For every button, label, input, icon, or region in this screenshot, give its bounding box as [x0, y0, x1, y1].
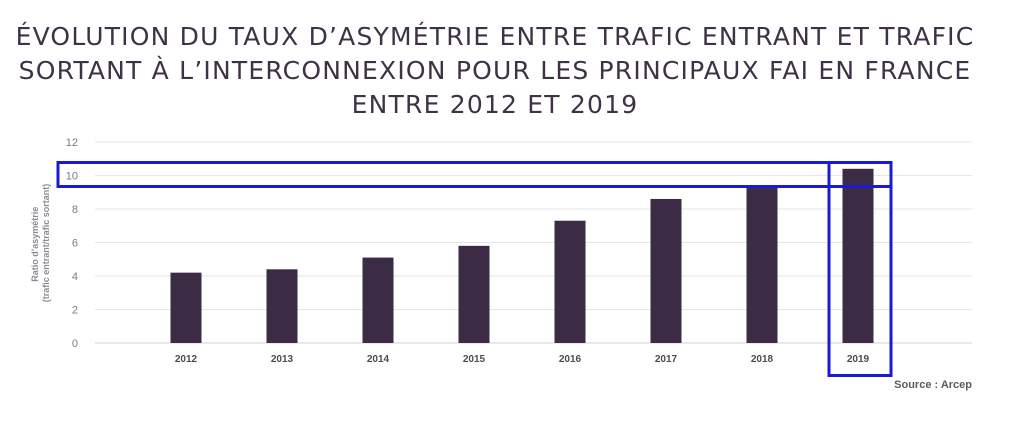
y-tick-label: 8 [72, 204, 78, 216]
y-tick-label: 12 [66, 137, 78, 149]
bar-2016 [554, 220, 586, 343]
bar-2012 [170, 272, 202, 343]
x-tick-label: 2017 [655, 354, 678, 365]
y-tick-label: 6 [72, 238, 78, 250]
x-tick-label: 2015 [463, 354, 486, 365]
x-tick-label: 2014 [367, 354, 390, 365]
x-tick-label: 2018 [751, 354, 774, 365]
y-axis-label-line-1: Ratio d’asymétrie [30, 207, 40, 282]
highlight-boxes [56, 161, 893, 377]
y-tick-label: 10 [66, 171, 78, 183]
y-axis-label-line-2: (trafic entrant/trafic sortant) [41, 184, 51, 303]
y-tick-label: 2 [72, 305, 78, 317]
bar-2013 [266, 269, 298, 343]
x-tick-label: 2019 [847, 354, 870, 365]
y-axis-label: Ratio d’asymétrie (trafic entrant/trafic… [30, 184, 51, 303]
highlight-box-y-value [56, 161, 893, 188]
x-tick-label: 2012 [175, 354, 198, 365]
y-tick-label: 4 [72, 271, 78, 283]
bars [170, 168, 874, 343]
x-tick-label: 2013 [271, 354, 294, 365]
chart-title-line-1: ÉVOLUTION DU TAUX D’ASYMÉTRIE ENTRE TRAF… [15, 22, 975, 51]
source-note: Source : Arcep [894, 379, 972, 391]
highlight-box-category [827, 161, 893, 377]
y-axis-ticks: 0 2 4 6 8 10 12 [66, 137, 78, 350]
x-axis-ticks: 2012 2013 2014 2015 2016 2017 2018 2019 [175, 354, 870, 365]
chart-title-line-2: SORTANT À L’INTERCONNEXION POUR LES PRIN… [18, 56, 972, 85]
bar-2014 [362, 257, 394, 343]
y-tick-label: 0 [72, 338, 78, 350]
bar-2017 [650, 198, 682, 343]
bar-2018 [746, 185, 778, 343]
gridlines [95, 141, 972, 344]
chart-title-line-3: ENTRE 2012 ET 2019 [351, 90, 639, 119]
chart-title: ÉVOLUTION DU TAUX D’ASYMÉTRIE ENTRE TRAF… [0, 20, 990, 122]
x-tick-label: 2016 [559, 354, 582, 365]
bar-2015 [458, 245, 490, 343]
bar-2019 [842, 168, 874, 343]
